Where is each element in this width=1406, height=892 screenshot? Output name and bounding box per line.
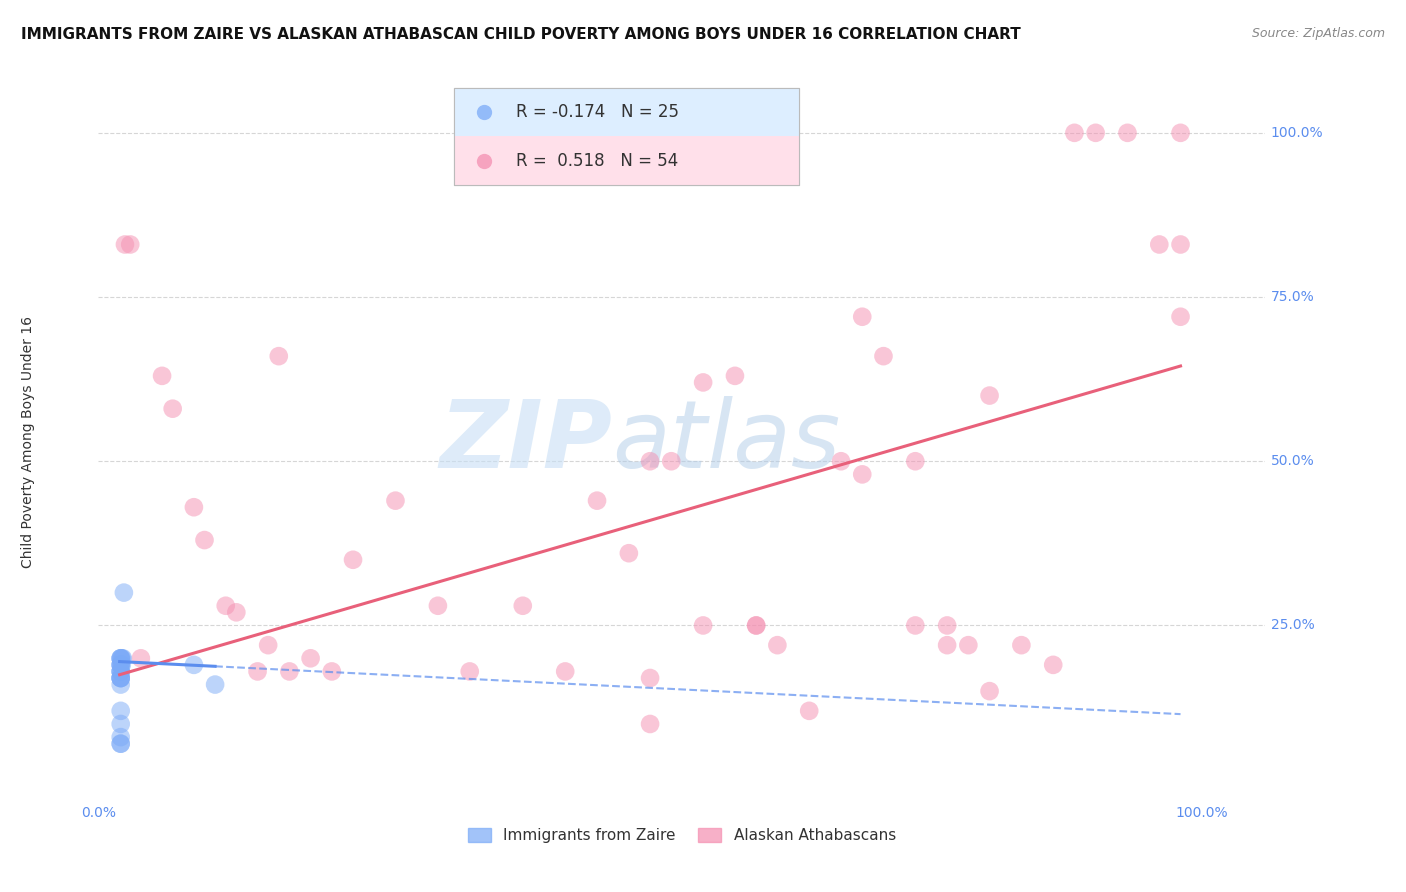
Point (183, 657, 205, 672)
Point (1042, 657, 1064, 672)
Point (110, 717, 132, 731)
Point (215, 599, 238, 613)
Point (904, 454, 927, 468)
Point (799, 704, 821, 718)
Point (162, 401, 184, 416)
Point (110, 737, 132, 751)
Text: 100.0%: 100.0% (1175, 806, 1227, 820)
Text: Source: ZipAtlas.com: Source: ZipAtlas.com (1251, 27, 1385, 40)
Point (321, 665, 343, 679)
Text: 25.0%: 25.0% (1271, 618, 1315, 632)
Point (692, 618, 714, 632)
Point (114, 237, 136, 252)
Legend: Immigrants from Zaire, Alaskan Athabascans: Immigrants from Zaire, Alaskan Athabasca… (461, 822, 903, 849)
Text: 100.0%: 100.0% (1271, 126, 1323, 140)
Point (110, 651, 132, 665)
Point (110, 665, 132, 679)
Point (830, 454, 852, 468)
Text: 50.0%: 50.0% (1271, 454, 1315, 468)
Point (638, 454, 661, 468)
Point (766, 638, 789, 652)
Text: Child Poverty Among Boys Under 16: Child Poverty Among Boys Under 16 (21, 316, 35, 567)
Text: R =  0.518   N = 54: R = 0.518 N = 54 (516, 152, 679, 169)
Text: ZIP: ZIP (439, 395, 612, 488)
Point (112, 585, 135, 599)
Point (1116, 126, 1139, 140)
Point (1084, 126, 1107, 140)
Point (299, 651, 322, 665)
Point (110, 665, 132, 679)
Point (110, 677, 132, 691)
Point (1170, 237, 1192, 252)
Point (110, 704, 132, 718)
Point (110, 671, 132, 685)
Point (554, 665, 576, 679)
Point (904, 618, 927, 632)
Point (692, 376, 714, 390)
Point (979, 684, 1001, 698)
Point (129, 651, 152, 665)
Point (110, 671, 132, 685)
Bar (454, 87, 799, 136)
Point (638, 717, 661, 731)
Point (110, 665, 132, 679)
Point (120, 237, 142, 252)
Point (1010, 638, 1032, 652)
Point (110, 671, 132, 685)
Point (1063, 126, 1085, 140)
Text: R = -0.174   N = 25: R = -0.174 N = 25 (516, 103, 679, 121)
Point (110, 651, 132, 665)
Point (458, 665, 481, 679)
Point (384, 493, 406, 508)
Point (745, 618, 768, 632)
Point (111, 651, 134, 665)
Point (586, 493, 609, 508)
Point (851, 310, 873, 324)
Point (724, 368, 747, 383)
Point (617, 546, 640, 560)
Point (512, 599, 534, 613)
Point (225, 605, 247, 619)
Point (110, 671, 132, 685)
Text: atlas: atlas (612, 396, 841, 487)
Point (110, 730, 132, 744)
Point (638, 671, 661, 685)
Bar (454, 136, 799, 185)
Point (150, 368, 173, 383)
Point (957, 638, 980, 652)
Point (110, 657, 132, 672)
Point (110, 657, 132, 672)
Point (278, 665, 301, 679)
Point (979, 388, 1001, 402)
Point (111, 651, 134, 665)
Point (1149, 237, 1171, 252)
Point (1170, 310, 1192, 324)
Point (183, 500, 205, 515)
Point (426, 599, 449, 613)
Point (1170, 126, 1192, 140)
Point (246, 665, 269, 679)
Text: 0.0%: 0.0% (82, 806, 115, 820)
Text: IMMIGRANTS FROM ZAIRE VS ALASKAN ATHABASCAN CHILD POVERTY AMONG BOYS UNDER 16 CO: IMMIGRANTS FROM ZAIRE VS ALASKAN ATHABAS… (21, 27, 1021, 42)
Point (267, 349, 290, 363)
Point (659, 454, 682, 468)
Point (111, 657, 134, 672)
Point (936, 638, 959, 652)
Point (110, 737, 132, 751)
Point (193, 533, 215, 547)
Point (851, 467, 873, 482)
Point (110, 657, 132, 672)
Point (745, 618, 768, 632)
Point (342, 553, 364, 567)
Point (204, 677, 226, 691)
Point (872, 349, 894, 363)
Point (110, 651, 132, 665)
Point (257, 638, 280, 652)
Point (936, 618, 959, 632)
FancyBboxPatch shape (454, 87, 799, 185)
Text: 75.0%: 75.0% (1271, 290, 1315, 304)
